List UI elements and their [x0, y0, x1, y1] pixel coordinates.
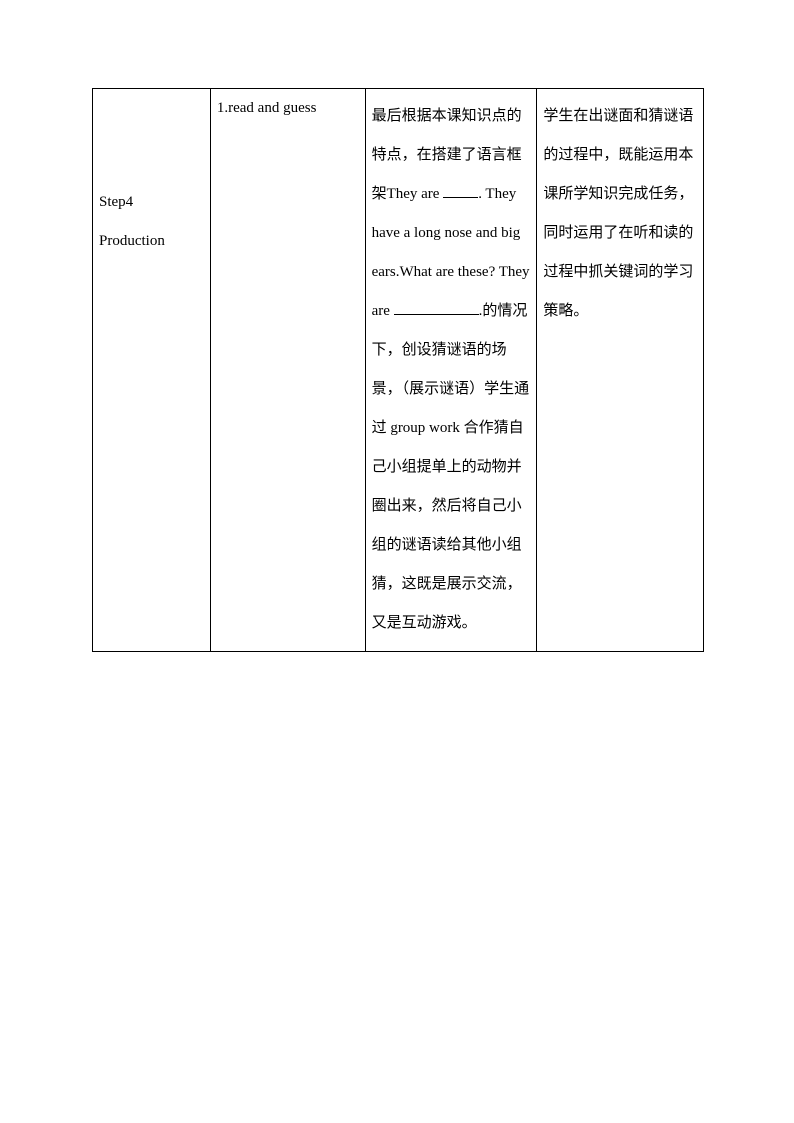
activity-cell: 1.read and guess [210, 89, 365, 652]
step-name: Production [99, 222, 204, 261]
step-cell: Step4 Production [93, 89, 211, 652]
fill-blank-long [394, 314, 479, 315]
purpose-cell: 学生在出谜面和猜谜语的过程中，既能运用本课所学知识完成任务，同时运用了在听和读的… [537, 89, 704, 652]
lesson-plan-table-container: Step4 Production 1.read and guess 最后根据本课… [92, 88, 704, 652]
procedure-text-3: .的情况下，创设猜谜语的场景，（展示谜语）学生通过 group work 合作猜… [372, 303, 530, 631]
fill-blank-short [443, 197, 478, 198]
activity-text: 1.read and guess [217, 95, 359, 122]
step-number: Step4 [99, 183, 204, 222]
purpose-text: 学生在出谜面和猜谜语的过程中，既能运用本课所学知识完成任务，同时运用了在听和读的… [543, 97, 697, 331]
lesson-plan-table: Step4 Production 1.read and guess 最后根据本课… [92, 88, 704, 652]
procedure-cell: 最后根据本课知识点的特点，在搭建了语言框架They are . They hav… [365, 89, 537, 652]
procedure-text-2: . They have a long nose and big ears.Wha… [372, 186, 530, 319]
table-row: Step4 Production 1.read and guess 最后根据本课… [93, 89, 704, 652]
